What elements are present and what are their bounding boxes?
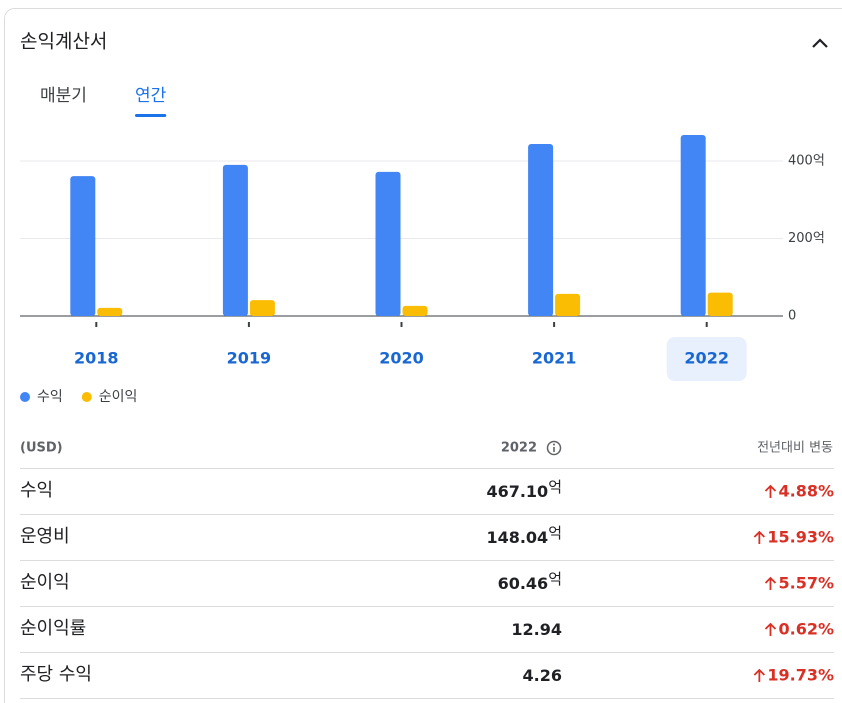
bar — [70, 176, 96, 316]
bar — [97, 307, 123, 316]
card-title: 손익계산서 — [20, 31, 107, 53]
legend-label: 순이익 — [99, 389, 138, 405]
change-arrow — [764, 484, 777, 498]
selected-highlight — [666, 337, 747, 381]
y-tick-label: 200억 — [788, 231, 825, 246]
bar — [680, 134, 706, 316]
x-tick-label[interactable]: 2020 — [379, 349, 424, 368]
info-icon-dot — [553, 443, 555, 446]
row-value: 60.46억 — [498, 570, 562, 593]
change-arrow — [753, 530, 765, 544]
table-header: 2022 — [501, 441, 537, 456]
value-number: 12.94 — [511, 620, 562, 639]
row-change: 5.57% — [778, 574, 834, 593]
collapse-button[interactable] — [812, 38, 828, 48]
row-label: 순이익 — [20, 572, 70, 593]
value-number: 467.10 — [486, 482, 548, 501]
value-number: 148.04 — [486, 528, 548, 547]
row-label: 운영비 — [20, 526, 70, 547]
info-icon[interactable] — [546, 440, 562, 456]
x-tick-label[interactable]: 2019 — [227, 349, 272, 368]
legend-swatch — [20, 392, 30, 402]
row-change: 4.88% — [778, 482, 834, 501]
change-arrow — [753, 668, 765, 682]
tab-indicator — [135, 114, 167, 117]
chart: 0 200억 400억 2018 2019 2020 2021 2022 수익 순이익 — [20, 134, 825, 405]
bar — [222, 164, 248, 316]
row-change: 15.93% — [767, 528, 834, 547]
bar — [402, 305, 428, 316]
value-unit: 억 — [548, 524, 562, 542]
row-value: 12.94 — [511, 620, 562, 639]
x-tick-label[interactable]: 2018 — [74, 349, 119, 368]
value-unit: 억 — [548, 570, 562, 588]
row-value: 467.10억 — [486, 478, 562, 501]
bar — [249, 300, 275, 316]
change-arrow — [764, 576, 777, 590]
bar — [555, 293, 581, 316]
row-change: 19.73% — [767, 666, 834, 685]
card-border — [4, 8, 842, 703]
table-header: 전년대비 변동 — [757, 441, 833, 456]
row-value: 4.26 — [523, 666, 562, 685]
bar — [528, 143, 554, 316]
legend-swatch — [81, 392, 92, 402]
row-value: 148.04억 — [486, 524, 562, 547]
value-unit: 억 — [548, 478, 562, 496]
x-tick-label[interactable]: 2022 — [684, 349, 729, 368]
y-tick-label: 400억 — [788, 154, 825, 169]
tab[interactable]: 연간 — [135, 86, 167, 106]
bar — [375, 171, 401, 316]
change-arrow — [764, 622, 777, 636]
legend-label: 수익 — [37, 389, 63, 405]
value-number: 60.46 — [498, 574, 549, 593]
row-label: 수익 — [20, 480, 53, 501]
row-label: 순이익률 — [20, 618, 86, 639]
table-header: (USD) — [20, 441, 63, 456]
row-change: 0.62% — [778, 620, 834, 639]
row-label: 주당 수익 — [20, 664, 92, 685]
y-tick-label: 0 — [788, 309, 796, 324]
x-tick-label[interactable]: 2021 — [532, 349, 577, 368]
tabs: 매분기 연간 — [40, 86, 167, 117]
value-number: 4.26 — [523, 666, 562, 685]
bar — [707, 292, 733, 316]
tab[interactable]: 매분기 — [40, 86, 87, 106]
